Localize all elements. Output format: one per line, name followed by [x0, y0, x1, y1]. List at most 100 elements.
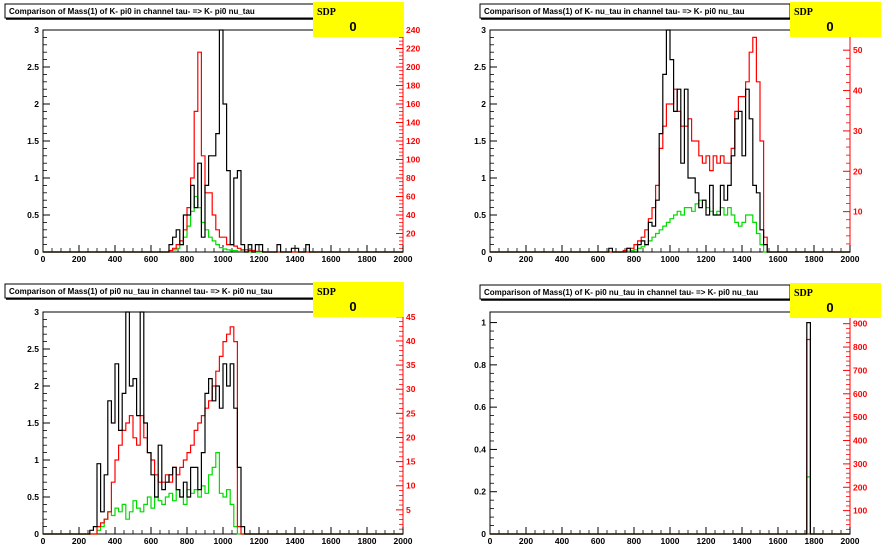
right-tick-label: 40	[853, 86, 863, 96]
x-tick-label: 0	[488, 254, 493, 264]
right-tick-label: 30	[853, 126, 863, 136]
left-tick-label: 0.8	[474, 360, 486, 370]
x-tick-label: 800	[180, 536, 194, 546]
plot-frame	[489, 311, 851, 535]
left-tick-label: 2.5	[474, 62, 486, 72]
right-tick-label: 200	[853, 482, 867, 492]
right-tick-label: 10	[406, 481, 416, 491]
panel-title: Comparison of Mass(1) of K- nu_tau in ch…	[484, 7, 745, 16]
left-tick-label: 1.5	[27, 136, 39, 146]
x-tick-label: 1400	[733, 254, 752, 264]
right-tick-label: 30	[406, 384, 416, 394]
stats-value: 0	[826, 19, 833, 34]
x-tick-label: 1000	[214, 254, 233, 264]
x-tick-label: 2000	[394, 254, 413, 264]
stats-box	[790, 283, 881, 318]
x-tick-label: 400	[555, 536, 569, 546]
x-tick-label: 200	[72, 254, 86, 264]
x-tick-label: 1200	[250, 254, 269, 264]
right-tick-label: 50	[853, 45, 863, 55]
series-green-histogram	[43, 195, 403, 253]
stats-box	[790, 2, 881, 37]
stats-label: SDP	[317, 287, 336, 298]
series-red-histogram	[490, 338, 850, 535]
right-tick-label: 220	[406, 44, 420, 54]
series-green-histogram	[490, 199, 850, 253]
right-tick-label: 10	[853, 207, 863, 217]
left-tick-label: 0	[34, 247, 39, 257]
right-tick-label: 240	[406, 25, 420, 35]
x-tick-label: 2000	[841, 254, 860, 264]
right-tick-label: 20	[406, 229, 416, 239]
left-tick-label: 0	[481, 529, 486, 539]
right-tick-label: 200	[406, 62, 420, 72]
panel-title: Comparison of Mass(1) of pi0 nu_tau in c…	[9, 287, 273, 296]
x-tick-label: 1800	[805, 254, 824, 264]
left-tick-label: 0.5	[474, 210, 486, 220]
stats-box	[313, 2, 404, 37]
left-tick-label: 1.5	[474, 136, 486, 146]
x-tick-label: 800	[180, 254, 194, 264]
right-tick-label: 700	[853, 365, 867, 375]
right-tick-label: 100	[406, 155, 420, 165]
x-tick-label: 1000	[661, 254, 680, 264]
stats-value: 0	[826, 300, 833, 315]
x-tick-label: 800	[627, 254, 641, 264]
x-tick-label: 1000	[214, 536, 233, 546]
right-tick-label: 20	[853, 166, 863, 176]
left-tick-label: 0.4	[474, 444, 486, 454]
series-black-histogram	[490, 322, 850, 535]
x-tick-label: 1600	[322, 254, 341, 264]
x-tick-label: 2000	[394, 536, 413, 546]
right-tick-label: 15	[406, 457, 416, 467]
x-tick-label: 0	[41, 254, 46, 264]
x-tick-label: 2000	[841, 536, 860, 546]
x-tick-label: 200	[519, 254, 533, 264]
x-tick-label: 200	[519, 536, 533, 546]
left-tick-label: 1	[34, 455, 39, 465]
right-tick-label: 35	[406, 360, 416, 370]
stats-box	[313, 282, 404, 317]
right-tick-label: 45	[406, 312, 416, 322]
left-tick-label: 2	[481, 99, 486, 109]
left-tick-label: 1	[481, 173, 486, 183]
x-tick-label: 400	[555, 254, 569, 264]
histogram-panel-1: 0 0.5 1 1.5 2 2.5 3 20 40 60 80 100 120 140 160 180 200 2…	[4, 2, 420, 264]
left-tick-label: 1.5	[27, 418, 39, 428]
x-tick-label: 0	[41, 536, 46, 546]
histogram-panel-4: 0 0.2 0.4 0.6 0.8 1 100 200 300 400 500 600 700 800 90…	[474, 283, 881, 546]
x-tick-label: 1200	[697, 254, 716, 264]
x-tick-label: 1600	[769, 536, 788, 546]
left-tick-label: 2.5	[27, 344, 39, 354]
x-tick-label: 1800	[358, 536, 377, 546]
right-tick-label: 40	[406, 210, 416, 220]
right-tick-label: 25	[406, 408, 416, 418]
right-tick-label: 800	[853, 342, 867, 352]
left-tick-label: 0	[481, 247, 486, 257]
x-tick-label: 200	[72, 536, 86, 546]
x-tick-label: 400	[108, 254, 122, 264]
left-tick-label: 1	[34, 173, 39, 183]
right-tick-label: 20	[406, 432, 416, 442]
x-tick-label: 600	[144, 254, 158, 264]
x-tick-label: 400	[108, 536, 122, 546]
right-tick-label: 500	[853, 412, 867, 422]
x-tick-label: 600	[591, 536, 605, 546]
right-tick-label: 140	[406, 118, 420, 128]
x-tick-label: 800	[627, 536, 641, 546]
left-tick-label: 0.2	[474, 487, 486, 497]
stats-label: SDP	[317, 7, 336, 18]
x-tick-label: 600	[591, 254, 605, 264]
x-tick-label: 1000	[661, 536, 680, 546]
left-tick-label: 3	[481, 25, 486, 35]
right-tick-label: 160	[406, 99, 420, 109]
right-tick-label: 180	[406, 81, 420, 91]
right-tick-label: 100	[853, 506, 867, 516]
right-tick-label: 40	[406, 336, 416, 346]
series-black-histogram	[43, 311, 403, 535]
series-black-histogram	[43, 29, 403, 253]
left-tick-label: 2.5	[27, 62, 39, 72]
right-tick-label: 80	[406, 173, 416, 183]
